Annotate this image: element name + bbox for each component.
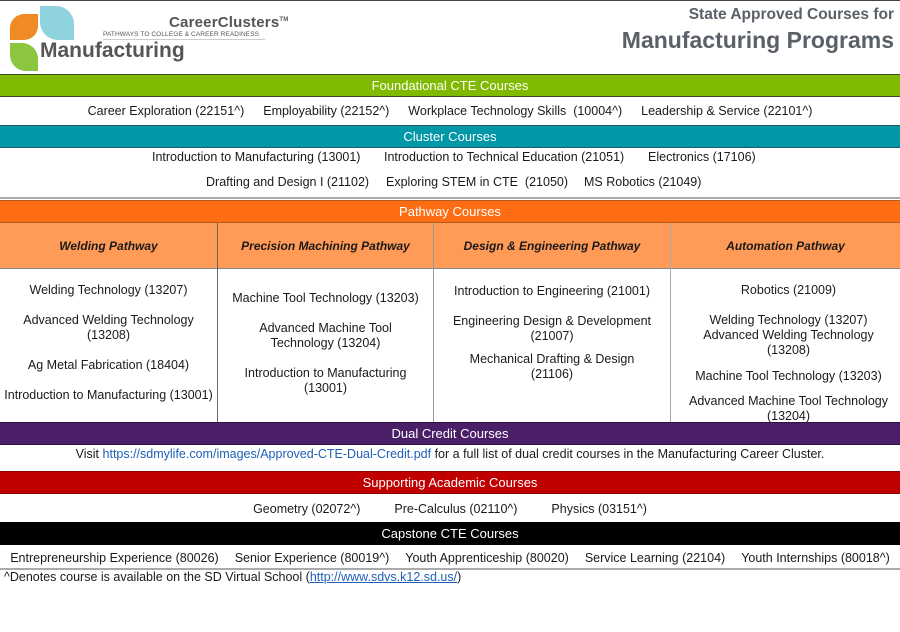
logo-tagline: PATHWAYS TO COLLEGE & CAREER READINESS bbox=[103, 31, 265, 40]
pathway-column-header: Precision Machining Pathway bbox=[241, 239, 410, 253]
capstone-course-list: Entrepreneurship Experience (80026) Seni… bbox=[0, 551, 900, 565]
course-item: MS Robotics (21049) bbox=[584, 175, 702, 189]
course-item: Mechanical Drafting & Design (21106) bbox=[469, 352, 635, 381]
logo-leaf-blue-icon bbox=[40, 6, 74, 40]
course-item: Advanced Machine Tool Technology (13204) bbox=[259, 321, 392, 350]
career-clusters-logo: CareerClustersTM PATHWAYS TO COLLEGE & C… bbox=[4, 4, 288, 72]
logo-leaf-green-icon bbox=[10, 43, 38, 71]
dual-credit-section-header: Dual Credit Courses bbox=[0, 422, 900, 445]
course-item: Drafting and Design I (21102) bbox=[206, 175, 370, 189]
course-item: Introduction to Technical Education (210… bbox=[384, 150, 625, 164]
supporting-course-list: Geometry (02072^) Pre-Calculus (02110^) … bbox=[0, 502, 900, 516]
course-item: Robotics (21009) bbox=[740, 283, 837, 297]
course-item: Pre-Calculus (02110^) bbox=[394, 502, 518, 516]
divider bbox=[0, 568, 900, 570]
footnote-prefix: ^Denotes course is available on the SD V… bbox=[4, 570, 310, 584]
course-item: Welding Technology (13207) bbox=[709, 313, 868, 327]
course-item: Advanced Machine Tool Technology (13204) bbox=[689, 394, 888, 423]
pathway-column-welding: Welding Pathway Welding Technology (1320… bbox=[0, 223, 217, 422]
course-item: Entrepreneurship Experience (80026) bbox=[10, 551, 219, 565]
course-item: Introduction to Manufacturing (13001) bbox=[152, 150, 361, 164]
pathway-column-header: Automation Pathway bbox=[726, 239, 845, 253]
footnote-suffix: ) bbox=[457, 570, 462, 584]
course-item: Exploring STEM in CTE (21050) bbox=[386, 175, 569, 189]
pathway-table-header-row bbox=[0, 223, 900, 269]
foundational-course-list: Career Exploration (22151^) Employabilit… bbox=[0, 104, 900, 118]
supporting-academic-section-header: Supporting Academic Courses bbox=[0, 471, 900, 494]
course-item: Senior Experience (80019^) bbox=[234, 551, 390, 565]
divider bbox=[0, 197, 900, 199]
pathway-section-header: Pathway Courses bbox=[0, 200, 900, 223]
course-item: Physics (03151^) bbox=[551, 502, 647, 516]
course-item: Electronics (17106) bbox=[648, 150, 756, 164]
course-item: Engineering Design & Development (21007) bbox=[452, 314, 652, 343]
dual-credit-description: Visit https://sdmylife.com/images/Approv… bbox=[0, 447, 900, 461]
course-item: Geometry (02072^) bbox=[253, 502, 361, 516]
dual-credit-suffix: for a full list of dual credit courses i… bbox=[431, 447, 825, 461]
logo-cluster-name: Manufacturing bbox=[40, 39, 185, 62]
course-item: Youth Apprenticeship (80020) bbox=[405, 551, 569, 565]
logo-brand: CareerClustersTM bbox=[169, 14, 289, 31]
course-item: Machine Tool Technology (13203) bbox=[232, 291, 419, 305]
course-item: Service Learning (22104) bbox=[584, 551, 726, 565]
course-item: Welding Technology (13207) bbox=[29, 283, 188, 297]
foundational-section-header: Foundational CTE Courses bbox=[0, 74, 900, 97]
course-item: Introduction to Engineering (21001) bbox=[454, 284, 650, 298]
pathway-column-header: Design & Engineering Pathway bbox=[463, 239, 641, 253]
course-item: Youth Internships (80018^) bbox=[741, 551, 890, 565]
course-item: Workplace Technology Skills (10004^) bbox=[408, 104, 623, 118]
course-item: Advanced Welding Technology (13208) bbox=[23, 313, 194, 342]
course-item: Introduction to Manufacturing (13001) bbox=[244, 366, 407, 395]
pathway-column-header: Welding Pathway bbox=[59, 239, 158, 253]
course-item: Career Exploration (22151^) bbox=[87, 104, 245, 118]
page-title: Manufacturing Programs bbox=[621, 27, 894, 53]
capstone-section-header: Capstone CTE Courses bbox=[0, 522, 900, 545]
pathway-column-design-engineering: Design & Engineering Pathway Introductio… bbox=[433, 223, 670, 422]
course-item: Ag Metal Fabrication (18404) bbox=[27, 358, 190, 372]
logo-leaf-orange-icon bbox=[10, 14, 38, 40]
pathway-column-automation: Automation Pathway Robotics (21009) Weld… bbox=[670, 223, 900, 423]
pathway-table: Welding Pathway Welding Technology (1320… bbox=[0, 223, 900, 423]
page-header: CareerClustersTM PATHWAYS TO COLLEGE & C… bbox=[0, 0, 900, 74]
sdvs-link[interactable]: http://www.sdvs.k12.sd.us/ bbox=[309, 570, 458, 584]
course-item: Introduction to Manufacturing (13001) bbox=[4, 388, 213, 402]
dual-credit-prefix: Visit bbox=[75, 447, 103, 461]
footnote: ^Denotes course is available on the SD V… bbox=[4, 570, 461, 584]
course-item: Machine Tool Technology (13203) bbox=[695, 369, 882, 383]
pathway-column-precision-machining: Precision Machining Pathway Machine Tool… bbox=[217, 223, 433, 422]
course-item: Advanced Welding Technology (13208) bbox=[703, 328, 874, 357]
dual-credit-link[interactable]: https://sdmylife.com/images/Approved-CTE… bbox=[102, 447, 432, 461]
cluster-section-header: Cluster Courses bbox=[0, 125, 900, 148]
course-item: Employability (22152^) bbox=[263, 104, 390, 118]
page-subtitle: State Approved Courses for bbox=[688, 6, 894, 23]
course-item: Leadership & Service (22101^) bbox=[641, 104, 813, 118]
